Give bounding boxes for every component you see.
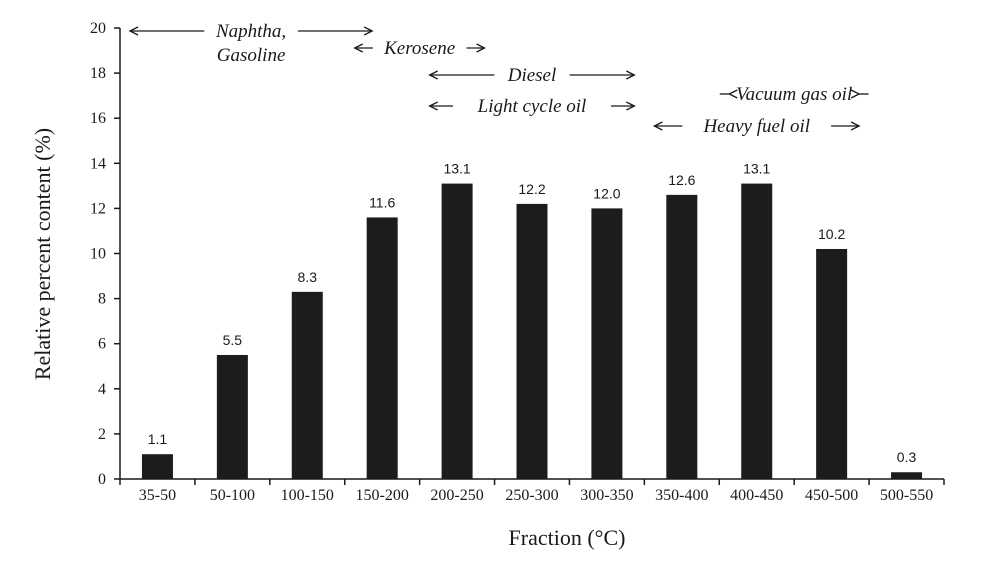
x-tick-label: 300-350 <box>580 487 633 504</box>
data-label: 5.5 <box>223 332 243 348</box>
data-label: 13.1 <box>443 161 470 177</box>
y-tick-label: 12 <box>90 200 106 217</box>
data-label: 12.0 <box>593 185 620 201</box>
bar <box>591 208 623 479</box>
arrow-head-left <box>428 101 438 111</box>
y-tick-label: 10 <box>90 246 106 263</box>
arrow-head-right <box>476 43 486 53</box>
x-tick-label: 450-500 <box>805 487 858 504</box>
range-label: Vacuum gas oil <box>736 84 852 105</box>
data-label: 11.6 <box>369 194 395 210</box>
y-tick-label: 6 <box>98 336 106 353</box>
arrow-head-left <box>652 121 663 131</box>
data-label: 12.6 <box>668 172 695 188</box>
bar <box>291 291 323 479</box>
data-label: 10.2 <box>818 226 845 242</box>
data-label: 12.2 <box>518 181 545 197</box>
range-label: Diesel <box>507 65 557 86</box>
range-label: Light cycle oil <box>477 96 587 117</box>
arrow-head-left <box>353 43 364 53</box>
x-tick-label: 500-550 <box>880 487 933 504</box>
arrow-head-left <box>727 89 738 99</box>
range-label: Heavy fuel oil <box>702 116 810 137</box>
arrow-head-right <box>850 121 861 131</box>
bar <box>666 194 698 479</box>
x-tick-label: 35-50 <box>139 487 176 504</box>
range-label: Naphtha, <box>215 21 286 42</box>
range-label: Gasoline <box>217 45 286 66</box>
y-tick-label: 16 <box>90 110 106 127</box>
arrow-head-right <box>626 70 636 80</box>
bar <box>366 217 398 480</box>
x-axis-title: Fraction (°C) <box>509 525 626 550</box>
arrow-head-right <box>850 89 861 99</box>
data-label: 13.1 <box>743 161 770 177</box>
arrow-head-left <box>428 70 438 80</box>
x-tick-label: 100-150 <box>281 487 334 504</box>
x-tick-label: 150-200 <box>356 487 409 504</box>
plot-area: 0 2 4 6 8 10 12 14 16 18 20 1.1 35-50 5.5 50-100 8.3 100… <box>90 20 945 504</box>
y-tick-label: 18 <box>90 65 106 82</box>
data-label: 0.3 <box>897 449 917 465</box>
bar <box>216 354 248 479</box>
range-label: Kerosene <box>383 38 455 59</box>
data-label: 8.3 <box>298 269 318 285</box>
arrow-head-right <box>626 101 636 111</box>
x-tick-label: 250-300 <box>505 487 558 504</box>
arrow-head-right <box>363 26 374 36</box>
y-tick-label: 4 <box>98 381 106 398</box>
x-tick-label: 200-250 <box>430 487 483 504</box>
x-tick-label: 50-100 <box>210 487 255 504</box>
data-label: 1.1 <box>148 431 168 447</box>
y-tick-label: 14 <box>90 155 106 172</box>
arrow-head-left <box>128 26 139 36</box>
bar <box>516 203 548 479</box>
bar <box>741 183 773 479</box>
bar <box>816 248 848 479</box>
bar <box>141 454 173 479</box>
y-axis-title: Relative percent content (%) <box>30 128 55 380</box>
y-tick-label: 20 <box>90 20 106 37</box>
bar <box>891 472 923 479</box>
y-tick-label: 0 <box>98 471 106 488</box>
x-tick-label: 350-400 <box>655 487 708 504</box>
x-tick-label: 400-450 <box>730 487 783 504</box>
bar <box>441 183 473 479</box>
y-tick-label: 8 <box>98 291 106 308</box>
y-tick-label: 2 <box>98 426 106 443</box>
